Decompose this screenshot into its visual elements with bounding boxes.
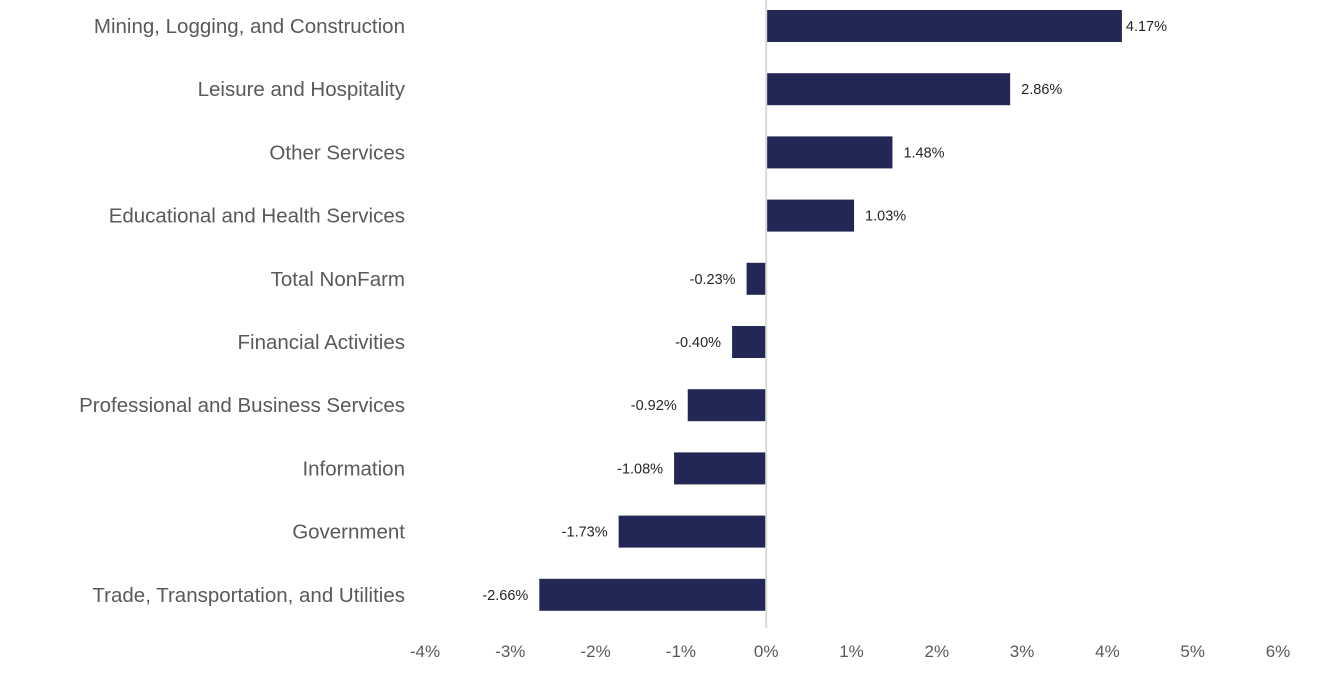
bar [539, 578, 767, 611]
bar [687, 389, 767, 422]
data-label: 4.17% [1126, 19, 1167, 35]
bar [746, 262, 767, 295]
bar [766, 199, 855, 232]
bar [766, 10, 1122, 42]
data-label: 2.86% [1021, 82, 1062, 98]
category-label: Professional and Business Services [79, 394, 405, 417]
data-label: 1.03% [865, 209, 906, 225]
data-label: -0.40% [675, 335, 721, 351]
x-tick-label: 2% [925, 642, 950, 661]
bar [674, 452, 767, 485]
data-label: -0.92% [631, 398, 677, 414]
x-tick-label: 0% [754, 642, 779, 661]
category-label: Educational and Health Services [109, 205, 405, 228]
data-label: -2.66% [482, 588, 528, 604]
category-label: Other Services [269, 141, 405, 164]
x-tick-label: 3% [1010, 642, 1035, 661]
category-label: Total NonFarm [271, 268, 405, 291]
x-tick-label: -4% [410, 642, 440, 661]
category-label: Leisure and Hospitality [198, 78, 406, 101]
data-label: -0.23% [690, 272, 736, 288]
data-label: -1.73% [562, 525, 608, 541]
x-tick-label: -3% [495, 642, 525, 661]
category-label: Government [292, 521, 405, 544]
bar [618, 515, 767, 548]
x-tick-label: 1% [839, 642, 864, 661]
x-tick-label: -2% [580, 642, 610, 661]
bar [766, 73, 1011, 106]
category-label: Financial Activities [238, 331, 405, 354]
data-label: 1.48% [903, 145, 944, 161]
bar [732, 326, 767, 358]
data-label: -1.08% [617, 461, 663, 477]
x-tick-label: 4% [1095, 642, 1120, 661]
x-tick-label: 5% [1180, 642, 1205, 661]
category-label: Trade, Transportation, and Utilities [92, 584, 405, 607]
category-label: Information [302, 457, 405, 480]
x-tick-label: -1% [666, 642, 696, 661]
x-tick-label: 6% [1266, 642, 1291, 661]
category-label: Mining, Logging, and Construction [94, 15, 405, 38]
bar [766, 136, 893, 169]
